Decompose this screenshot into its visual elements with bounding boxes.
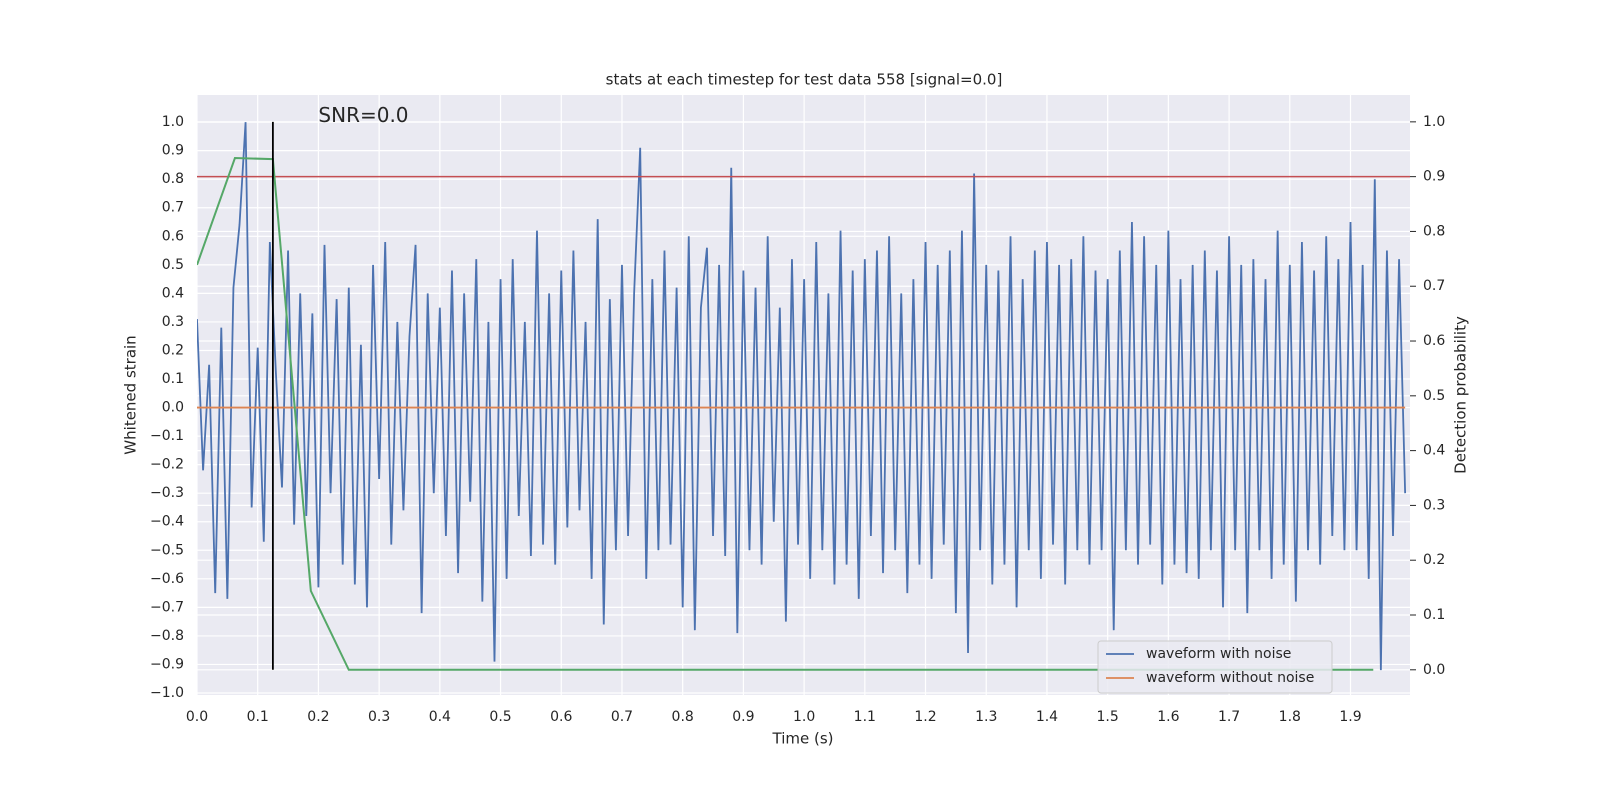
legend: waveform with noise waveform without nois… (1097, 640, 1333, 694)
y2-tick-label: 1.0 (1423, 114, 1445, 130)
y-tick-label: 1.0 (162, 114, 184, 130)
x-tick-label: 1.7 (1218, 709, 1240, 725)
y2-axis-label: Detection probability (1452, 316, 1470, 474)
y2-tick-label: 0.2 (1423, 552, 1445, 568)
x-tick-label: 0.1 (247, 709, 269, 725)
series-line (197, 122, 1407, 671)
legend-label: waveform without noise (1146, 670, 1314, 686)
x-tick-label: 1.3 (975, 709, 997, 725)
y-tick-label: 0.4 (162, 285, 184, 301)
y-tick-label: −0.3 (150, 485, 184, 501)
x-tick-label: 0.3 (368, 709, 390, 725)
y-tick-label: 0.3 (162, 314, 184, 330)
y2-tick-label: 0.6 (1423, 333, 1445, 349)
annotation: SNR=0.0 (318, 103, 408, 127)
y-tick-label: −0.6 (150, 571, 184, 587)
x-tick-label: 1.5 (1097, 709, 1119, 725)
legend-box (1097, 640, 1333, 694)
y2-tick-label: 0.8 (1423, 223, 1445, 239)
y2-tick-label: 0.3 (1423, 497, 1445, 513)
y-tick-label: −0.4 (150, 514, 184, 530)
x-tick-label: 0.8 (672, 709, 694, 725)
x-tick-label: 1.9 (1339, 709, 1361, 725)
y-tick-label: −0.1 (150, 428, 184, 444)
y-tick-label: 0.6 (162, 228, 184, 244)
x-tick-label: 1.6 (1157, 709, 1179, 725)
y2-tick-label: 0.5 (1423, 388, 1445, 404)
y-tick-label: −0.9 (150, 656, 184, 672)
x-tick-label: 0.6 (550, 709, 572, 725)
y2-tick-label: 0.7 (1423, 278, 1445, 294)
x-tick-label: 1.1 (854, 709, 876, 725)
y-tick-label: 0.0 (162, 400, 184, 416)
y-tick-label: 0.7 (162, 200, 184, 216)
x-tick-label: 0.7 (611, 709, 633, 725)
x-tick-label: 1.8 (1279, 709, 1301, 725)
x-tick-label: 1.0 (793, 709, 815, 725)
y-tick-label: 0.5 (162, 257, 184, 273)
labels: 0.0 0.1 0.2 0.3 0.4 0.5 0.6 0.7 0.8 0.9 1.0 1.1 1.2 1… (150, 114, 1445, 725)
y-tick-label: 0.2 (162, 342, 184, 358)
x-tick-label: 1.4 (1036, 709, 1058, 725)
x-tick-label: 1.2 (914, 709, 936, 725)
y2-tick-label: 0.0 (1423, 662, 1445, 678)
y-tick-label: 0.1 (162, 371, 184, 387)
y2-tick-label: 0.9 (1423, 169, 1445, 185)
y-tick-label: −0.8 (150, 628, 184, 644)
x-axis-label: Time (s) (772, 730, 834, 748)
y-tick-label: −0.7 (150, 599, 184, 615)
chart-title: stats at each timestep for test data 558… (606, 71, 1003, 89)
x-tick-label: 0.9 (732, 709, 754, 725)
y2-tick-label: 0.1 (1423, 607, 1445, 623)
y-axis-label: Whitened strain (122, 335, 140, 454)
x-tick-label: 0.2 (307, 709, 329, 725)
y-tick-label: 0.9 (162, 143, 184, 159)
y-tick-label: −1.0 (150, 685, 184, 701)
y2-tick-label: 0.4 (1423, 443, 1445, 459)
legend-label: waveform with noise (1146, 646, 1291, 662)
y-tick-label: −0.5 (150, 542, 184, 558)
y-tick-label: −0.2 (150, 457, 184, 473)
x-tick-label: 0.4 (429, 709, 451, 725)
y-tick-label: 0.8 (162, 171, 184, 187)
x-tick-label: 0.5 (489, 709, 511, 725)
x-tick-label: 0.0 (186, 709, 208, 725)
